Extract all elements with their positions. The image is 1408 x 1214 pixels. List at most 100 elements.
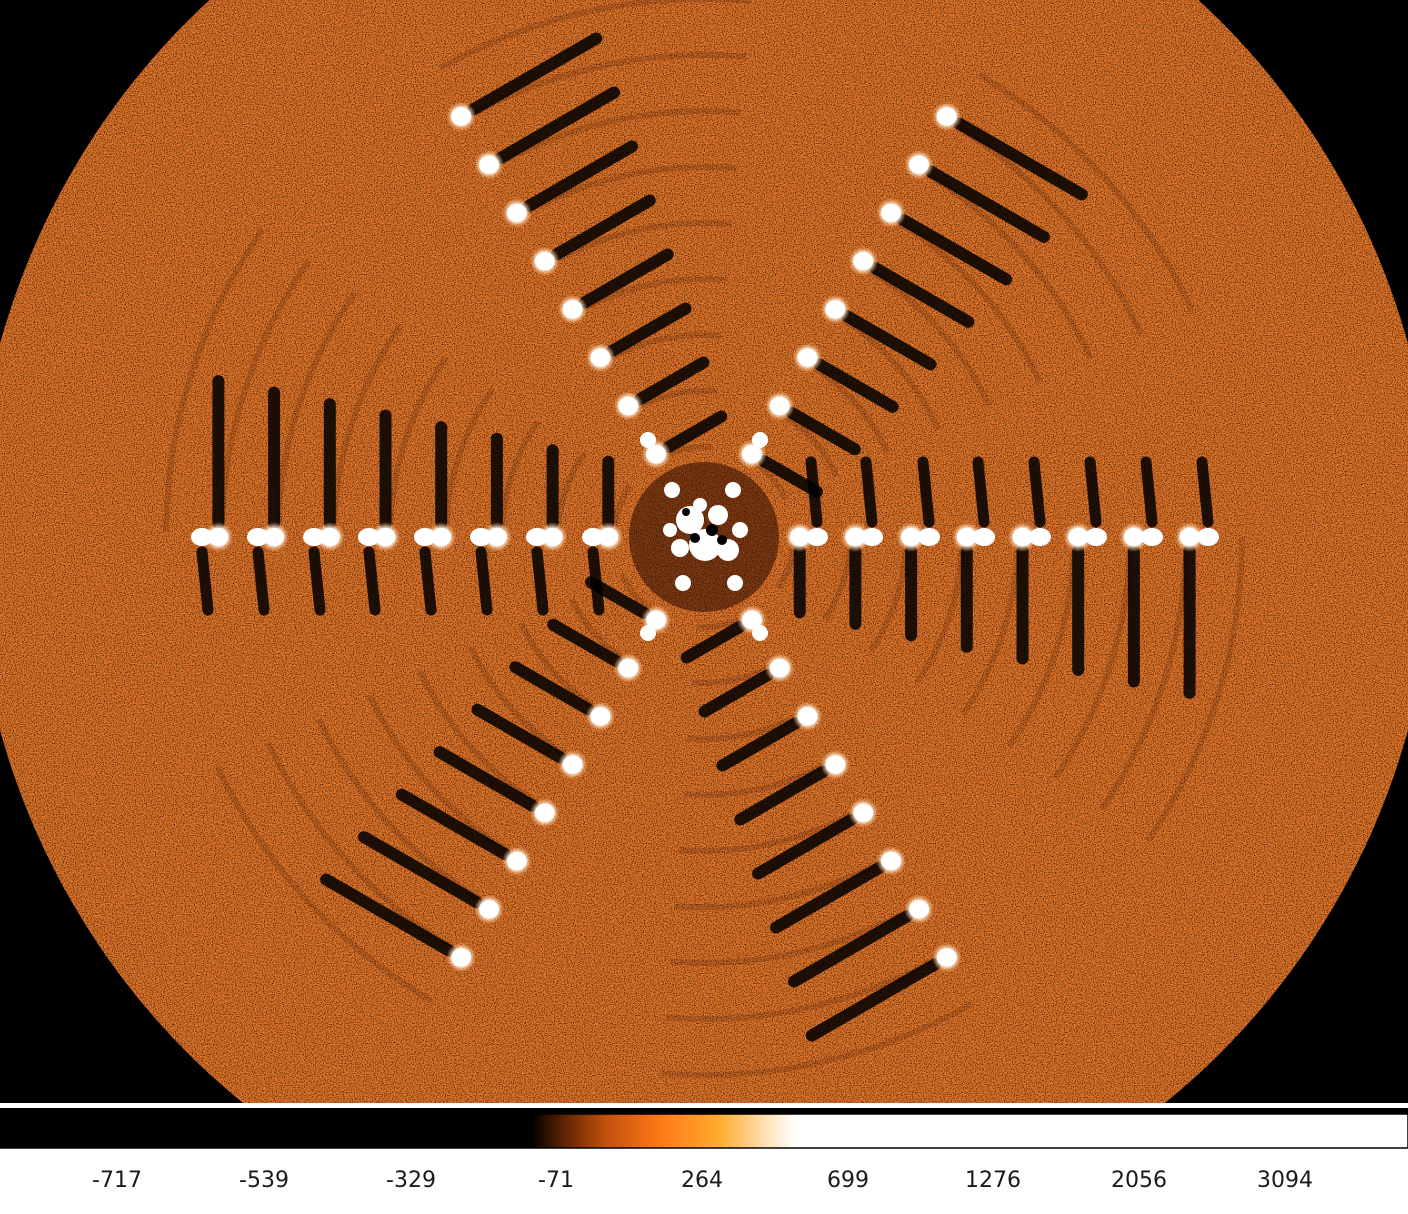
satellite-spot [191, 528, 213, 546]
core-inner-spot [664, 482, 680, 498]
satellite-spot [797, 707, 818, 726]
core-dark-speckle [682, 508, 690, 516]
central-residual [629, 432, 779, 641]
dark-streak [698, 669, 774, 718]
satellite-spot [1012, 528, 1033, 546]
satellite-spot [590, 707, 611, 726]
satellite-spot [618, 659, 639, 678]
satellite-spot [562, 755, 583, 774]
satellite-spot [303, 528, 325, 546]
dark-streak [925, 165, 1050, 243]
dark-streak [308, 546, 326, 616]
satellite-spot [451, 107, 472, 126]
satellite-spot [414, 528, 436, 546]
dark-streak [363, 546, 381, 616]
core-inner-spot [675, 575, 691, 591]
satellite-spot [486, 528, 507, 546]
satellite-spot [901, 528, 922, 546]
satellite-spot [358, 528, 380, 546]
satellite-spot [973, 528, 995, 546]
satellite-spot [1068, 528, 1089, 546]
satellite-spot [881, 203, 902, 222]
satellite-spot [853, 803, 874, 822]
satellite-spot [881, 852, 902, 871]
dark-streak [531, 546, 549, 616]
satellite-spot [769, 396, 790, 415]
dark-streak [606, 302, 692, 357]
satellite-spot [479, 900, 500, 919]
dark-streak [785, 406, 861, 456]
satellite-spot [431, 528, 452, 546]
satellite-spot [797, 348, 818, 367]
satellite-spot [526, 528, 548, 546]
dark-streak [897, 213, 1013, 286]
satellite-spot [646, 445, 667, 464]
dark-streak [320, 873, 456, 957]
satellite-spot [806, 528, 828, 546]
dark-streak [917, 456, 935, 528]
dark-streak [252, 546, 270, 616]
satellite-spot [1029, 528, 1051, 546]
satellite-spot [598, 528, 619, 546]
satellite-spot [741, 445, 762, 464]
dark-streak [587, 546, 605, 616]
dark-streaks [196, 32, 1214, 1042]
dark-streak [358, 831, 483, 909]
dark-streak [734, 765, 830, 826]
core-inner-spot [725, 482, 741, 498]
dark-streak [841, 310, 937, 371]
core-bright-speckle [732, 522, 748, 538]
colorbar-tick-label: -71 [538, 1168, 574, 1193]
satellite-spot [264, 528, 285, 546]
satellite-spot [618, 396, 639, 415]
satellite-spot [936, 107, 957, 126]
dark-streak [952, 117, 1088, 201]
satellite-spot [789, 528, 810, 546]
core-bright-speckle [671, 539, 689, 557]
dark-streak [509, 661, 595, 716]
dark-streak [1196, 456, 1214, 528]
satellite-spot [1141, 528, 1163, 546]
satellite-spot [562, 300, 583, 319]
satellite-spot [542, 528, 563, 546]
colorbar-tick-label: 264 [681, 1168, 723, 1193]
colorbar-tick-label: -717 [92, 1168, 142, 1193]
dark-streak [547, 618, 623, 668]
colorbar-gradient [0, 1113, 1408, 1149]
core-inner-spot [640, 432, 656, 448]
dark-streak [680, 620, 746, 664]
core-dark-speckle [690, 533, 700, 543]
dark-streak [770, 862, 885, 934]
dark-streak [419, 546, 437, 616]
satellite-spot [319, 528, 340, 546]
satellite-spot [861, 528, 883, 546]
dark-streak [716, 717, 802, 772]
dark-streak [467, 32, 603, 116]
dark-streak [752, 813, 858, 880]
satellite-spot [769, 659, 790, 678]
satellite-spot [853, 252, 874, 271]
dark-streak [869, 262, 975, 328]
dark-streak [471, 703, 567, 764]
satellite-spot [1197, 528, 1219, 546]
core-inner-spot [640, 625, 656, 641]
satellite-spot [918, 528, 940, 546]
satellite-spot [1179, 528, 1200, 546]
satellite-spot [506, 852, 527, 871]
satellite-spot [908, 155, 929, 174]
colorbar-tick-label: -539 [239, 1168, 289, 1193]
satellite-spot [470, 528, 492, 546]
dark-streak [805, 958, 941, 1042]
satellite-spot [741, 610, 762, 629]
colorbar-tick-label: 699 [827, 1168, 869, 1193]
satellite-spot [908, 900, 929, 919]
speckle-arc [163, 0, 1245, 1078]
satellite-spots [191, 101, 1219, 973]
dark-streak [805, 456, 823, 528]
satellite-spot [956, 528, 977, 546]
dark-streak [1140, 456, 1158, 528]
dark-streak [495, 86, 621, 164]
satellite-spot [506, 203, 527, 222]
dark-streak [1084, 456, 1102, 528]
satellite-spot [375, 528, 396, 546]
